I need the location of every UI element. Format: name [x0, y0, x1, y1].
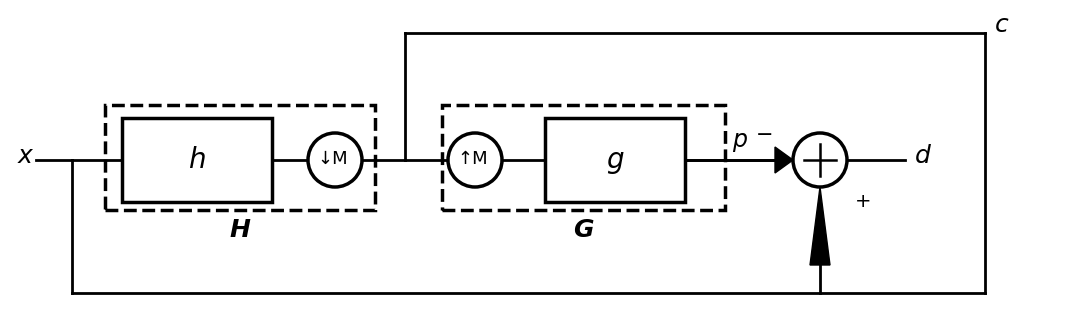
Circle shape — [308, 133, 362, 187]
Text: −: − — [756, 125, 774, 145]
Text: ↑M: ↑M — [458, 150, 489, 168]
Text: g: g — [607, 146, 624, 174]
Text: p: p — [732, 128, 747, 152]
Text: H: H — [229, 218, 251, 242]
Polygon shape — [810, 187, 830, 265]
Text: +: + — [855, 192, 872, 211]
Text: ↓M: ↓M — [317, 150, 348, 168]
FancyBboxPatch shape — [122, 118, 272, 202]
Text: c: c — [995, 13, 1009, 37]
Text: h: h — [188, 146, 206, 174]
Text: x: x — [17, 144, 33, 168]
Text: d: d — [915, 144, 931, 168]
Circle shape — [793, 133, 847, 187]
Text: G: G — [573, 218, 594, 242]
Circle shape — [448, 133, 502, 187]
FancyBboxPatch shape — [546, 118, 685, 202]
Polygon shape — [775, 147, 793, 173]
